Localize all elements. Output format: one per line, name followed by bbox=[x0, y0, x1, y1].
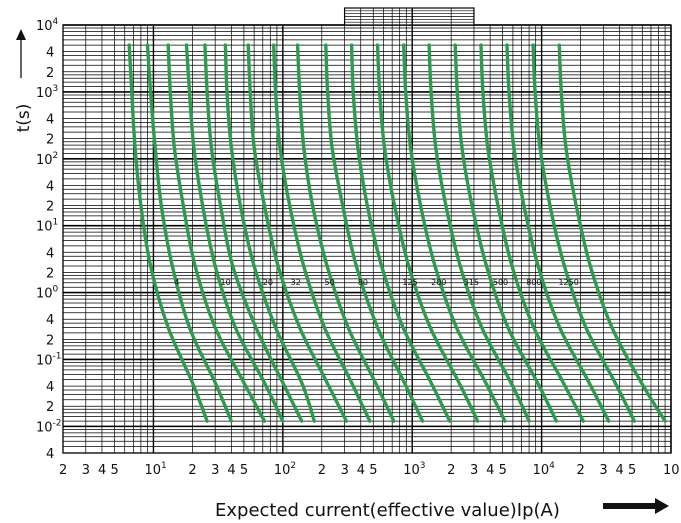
x-tick-label: 103 bbox=[403, 461, 425, 478]
x-tick-labels: 2 3 4 5 101 2 3 4 5 102 2 3 4 5 103 2 3 4 5 104 2 3 4 5 10 bbox=[59, 461, 680, 478]
curve-rating-label: 80 bbox=[358, 278, 368, 287]
x-tick-label: 104 bbox=[533, 461, 556, 478]
fuse-curve-11 bbox=[349, 43, 452, 423]
curve-rating-label: 800 bbox=[526, 278, 541, 287]
y-axis-arrow-icon bbox=[16, 29, 26, 40]
y-tick-label: 4 bbox=[46, 313, 54, 328]
fuse-curve-19 bbox=[557, 43, 667, 423]
y-axis-title: t(s) bbox=[14, 104, 34, 133]
y-tick-label: 102 bbox=[36, 151, 58, 168]
y-tick-label: 4 bbox=[46, 246, 54, 261]
fuse-curve-5 bbox=[203, 43, 304, 423]
x-tick-label: 3 bbox=[211, 463, 219, 478]
fuse-curve-4 bbox=[184, 43, 285, 423]
y-tick-label: 2 bbox=[46, 200, 54, 215]
fuse-curve-9 bbox=[295, 43, 396, 423]
x-tick-label: 4 bbox=[357, 463, 365, 478]
x-tick-label: 3 bbox=[341, 463, 349, 478]
x-axis-arrow-icon bbox=[603, 498, 669, 514]
y-tick-label: 10-2 bbox=[36, 418, 62, 435]
y-tick-label: 2 bbox=[46, 266, 54, 281]
fuse-curve-8 bbox=[272, 43, 372, 423]
x-tick-label: 2 bbox=[318, 463, 326, 478]
y-tick-label: 4 bbox=[46, 46, 54, 61]
curve-rating-label: 500 bbox=[493, 278, 508, 287]
x-tick-label: 102 bbox=[274, 461, 296, 478]
grid-layer bbox=[62, 7, 672, 454]
curve-rating-label: 50 bbox=[325, 278, 335, 287]
curve-rating-label: 315 bbox=[464, 278, 479, 287]
x-tick-label: 3 bbox=[470, 463, 478, 478]
x-axis-title: Expected current(effective value)Ip(A) bbox=[215, 500, 560, 521]
y-tick-label: 100 bbox=[36, 285, 59, 302]
x-tick-label: 5 bbox=[110, 463, 118, 478]
y-tick-label: 101 bbox=[36, 218, 58, 235]
x-tick-label: 5 bbox=[628, 463, 636, 478]
curve-rating-label: 20 bbox=[263, 278, 273, 287]
x-tick-label: 5 bbox=[240, 463, 248, 478]
x-tick-label: 5 bbox=[369, 463, 377, 478]
fuse-curve-6 bbox=[223, 43, 316, 423]
fuse-curve-13 bbox=[402, 43, 507, 423]
curve-label-layer: 4 10 20 32 50 80 125 200 315 500 800 1250 bbox=[174, 278, 579, 287]
x-tick-label: 10 bbox=[663, 463, 680, 478]
fuse-curve-2 bbox=[145, 43, 233, 423]
curve-rating-label: 200 bbox=[431, 278, 446, 287]
x-tick-label: 3 bbox=[82, 463, 90, 478]
fuse-curve-7 bbox=[246, 43, 349, 423]
x-tick-label: 4 bbox=[486, 463, 494, 478]
x-tick-label: 2 bbox=[447, 463, 455, 478]
y-tick-label: 10-1 bbox=[36, 351, 62, 368]
y-tick-label: 104 bbox=[36, 17, 59, 34]
fuse-curve-16 bbox=[479, 43, 585, 423]
curve-rating-label: 1250 bbox=[558, 278, 578, 287]
x-tick-label: 101 bbox=[144, 461, 166, 478]
fuse-curve-1 bbox=[127, 43, 209, 423]
x-tick-label: 2 bbox=[59, 463, 67, 478]
fuse-curve-18 bbox=[531, 43, 636, 423]
x-tick-label: 5 bbox=[499, 463, 507, 478]
fuse-curve-17 bbox=[505, 43, 611, 423]
curve-rating-label: 4 bbox=[174, 278, 179, 287]
y-tick-label: 4 bbox=[46, 113, 54, 128]
y-tick-label: 4 bbox=[46, 179, 54, 194]
curve-layer bbox=[127, 43, 667, 423]
fuse-curve-3 bbox=[166, 43, 267, 423]
x-tick-label: 4 bbox=[616, 463, 624, 478]
curve-rating-label: 32 bbox=[291, 278, 301, 287]
x-tick-label: 4 bbox=[98, 463, 106, 478]
curve-rating-label: 125 bbox=[402, 278, 417, 287]
plot-frame bbox=[62, 24, 672, 454]
x-tick-label: 2 bbox=[577, 463, 585, 478]
fuse-curve-12 bbox=[375, 43, 480, 423]
y-tick-label: 2 bbox=[46, 333, 54, 348]
fuse-curve-15 bbox=[453, 43, 559, 423]
y-tick-label: 2 bbox=[46, 66, 54, 81]
grid-extension-tab bbox=[343, 7, 475, 26]
curve-rating-label: 10 bbox=[221, 278, 231, 287]
fuse-curve-10 bbox=[324, 43, 425, 423]
fuse-curve-14 bbox=[427, 43, 531, 423]
y-tick-label: 2 bbox=[46, 400, 54, 415]
y-tick-label: 2 bbox=[46, 133, 54, 148]
y-tick-label: 4 bbox=[46, 447, 54, 462]
x-tick-label: 3 bbox=[599, 463, 607, 478]
x-tick-label: 4 bbox=[227, 463, 235, 478]
x-tick-label: 2 bbox=[188, 463, 196, 478]
y-tick-labels: 104 4 2 103 4 2 102 4 2 101 4 2 100 4 2 10-1 4 2 10-2 4 bbox=[36, 17, 62, 462]
y-tick-label: 4 bbox=[46, 380, 54, 395]
y-tick-label: 103 bbox=[36, 84, 58, 101]
